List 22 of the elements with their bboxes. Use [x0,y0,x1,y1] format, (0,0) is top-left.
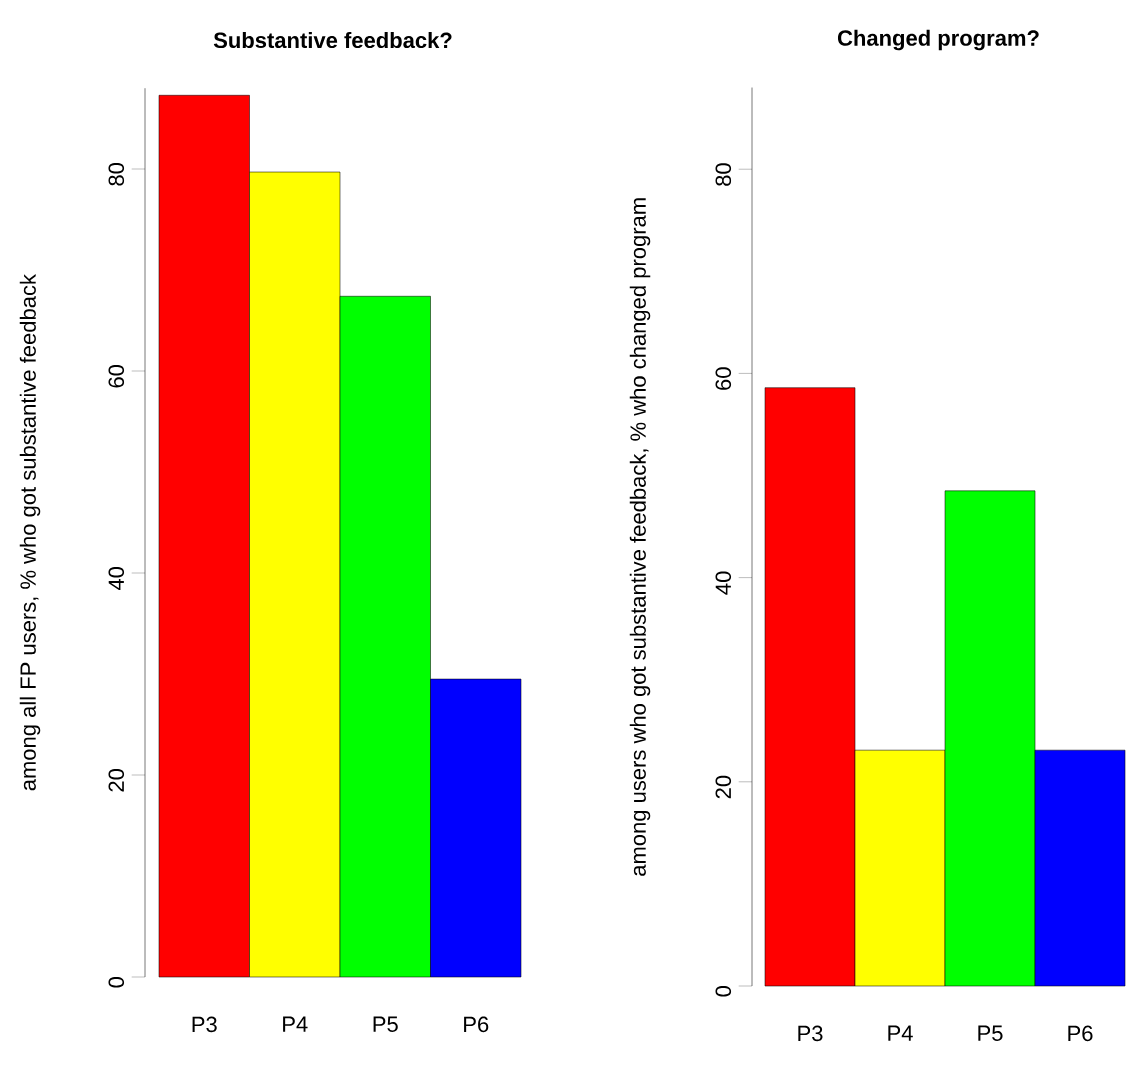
y-tick-label: 40 [108,566,125,591]
x-tick-label: P4 [283,1016,308,1032]
x-tick-label: P6 [1068,1025,1093,1042]
x-tick-label: P5 [373,1016,398,1032]
y-tick-label: 0 [108,977,125,988]
chart-title: Changed program? [837,29,1039,51]
chart-title: Substantive feedback? [213,31,452,49]
y-tick-label: 0 [715,986,732,997]
y-tick-label: 20 [108,768,125,792]
y-axis-title: among users who got substantive feedback, % who changed program [629,198,651,876]
x-tick-label: P3 [192,1016,217,1033]
y-axis-title: among all FP users, % who got substantive feedback [19,274,41,791]
y-tick-label: 60 [715,367,732,390]
x-tick-label: P3 [798,1025,823,1042]
y-tick-label: 40 [715,571,732,595]
x-tick-label: P5 [978,1025,1003,1041]
y-tick-label: 80 [108,162,125,186]
y-tick-label: 80 [715,163,732,186]
y-tick-label: 20 [715,775,732,799]
y-tick-label: 60 [108,364,125,388]
x-tick-label: P4 [888,1025,913,1041]
x-tick-label: P6 [464,1016,489,1033]
